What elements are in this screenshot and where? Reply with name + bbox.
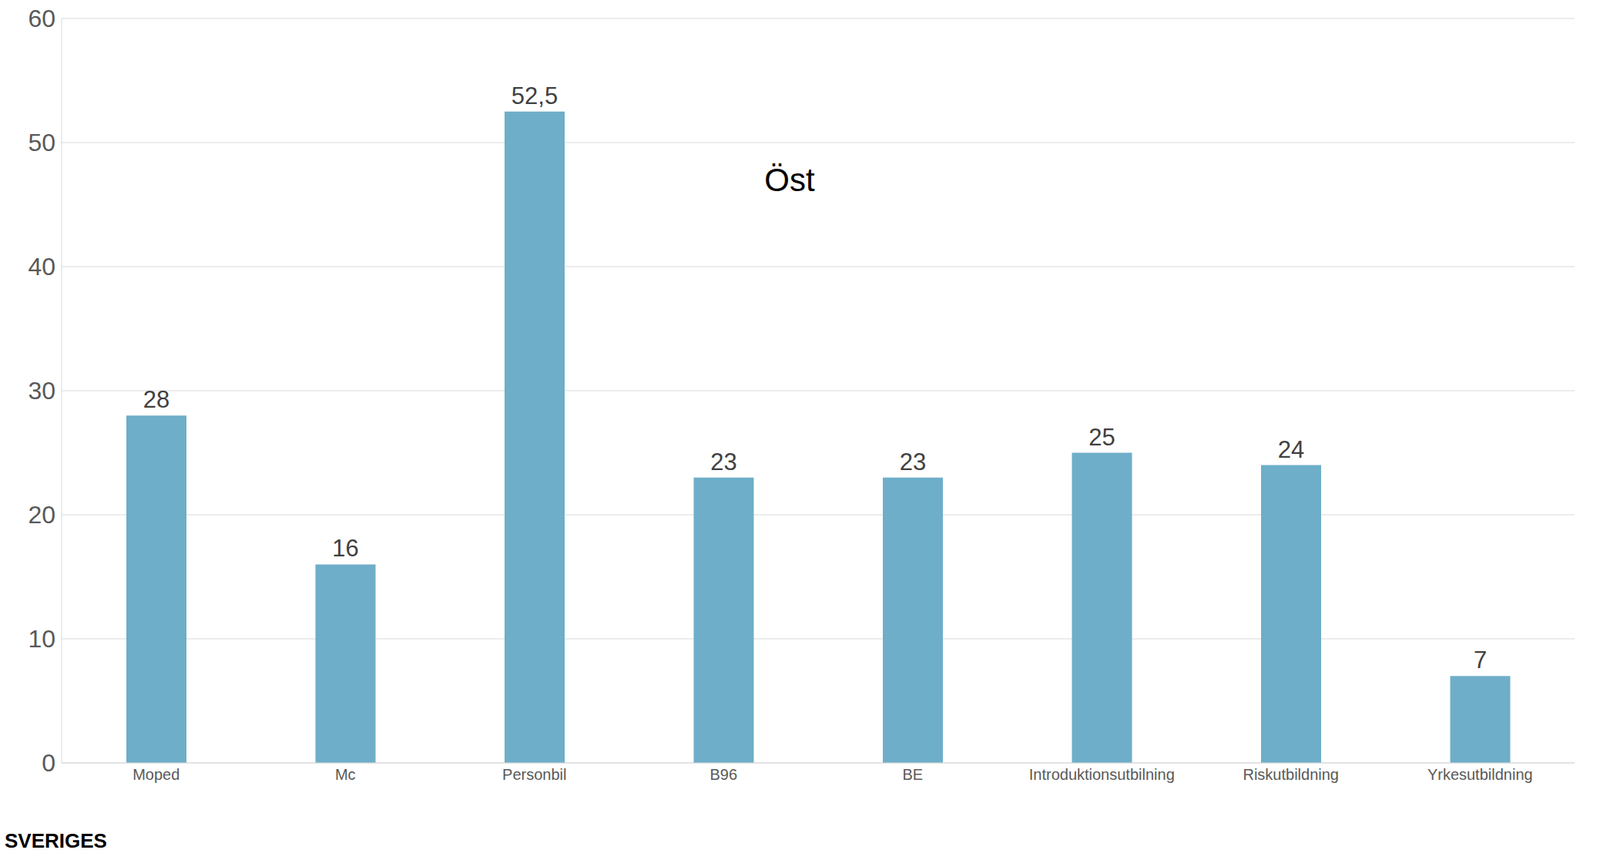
svg-text:16: 16	[332, 534, 359, 562]
svg-text:0: 0	[41, 748, 56, 777]
svg-text:Yrkesutbildning: Yrkesutbildning	[1427, 765, 1533, 783]
svg-text:50: 50	[27, 128, 56, 157]
svg-text:24: 24	[1277, 436, 1305, 463]
svg-text:Introduktionsutbilning: Introduktionsutbilning	[1029, 765, 1175, 783]
svg-text:60: 60	[27, 4, 56, 33]
svg-text:52,5: 52,5	[511, 82, 558, 110]
svg-text:Mc: Mc	[335, 765, 356, 783]
svg-text:28: 28	[143, 385, 170, 413]
html-text:Öst: Öst	[764, 161, 815, 198]
svg-text:Moped: Moped	[132, 765, 180, 783]
svg-text:30: 30	[27, 376, 56, 405]
svg-text:7: 7	[1473, 646, 1487, 674]
svg-text:10: 10	[27, 624, 56, 653]
svg-text:23: 23	[710, 448, 737, 476]
svg-text:23: 23	[899, 448, 926, 476]
svg-text:BE: BE	[902, 765, 923, 783]
html-text:SVERIGES: SVERIGES	[4, 828, 108, 852]
svg-text:Personbil: Personbil	[502, 765, 567, 783]
svg-text:B96: B96	[709, 765, 738, 783]
svg-text:40: 40	[27, 252, 56, 281]
svg-text:20: 20	[27, 500, 56, 529]
svg-text:Riskutbildning: Riskutbildning	[1242, 765, 1339, 783]
svg-text:25: 25	[1088, 423, 1115, 451]
